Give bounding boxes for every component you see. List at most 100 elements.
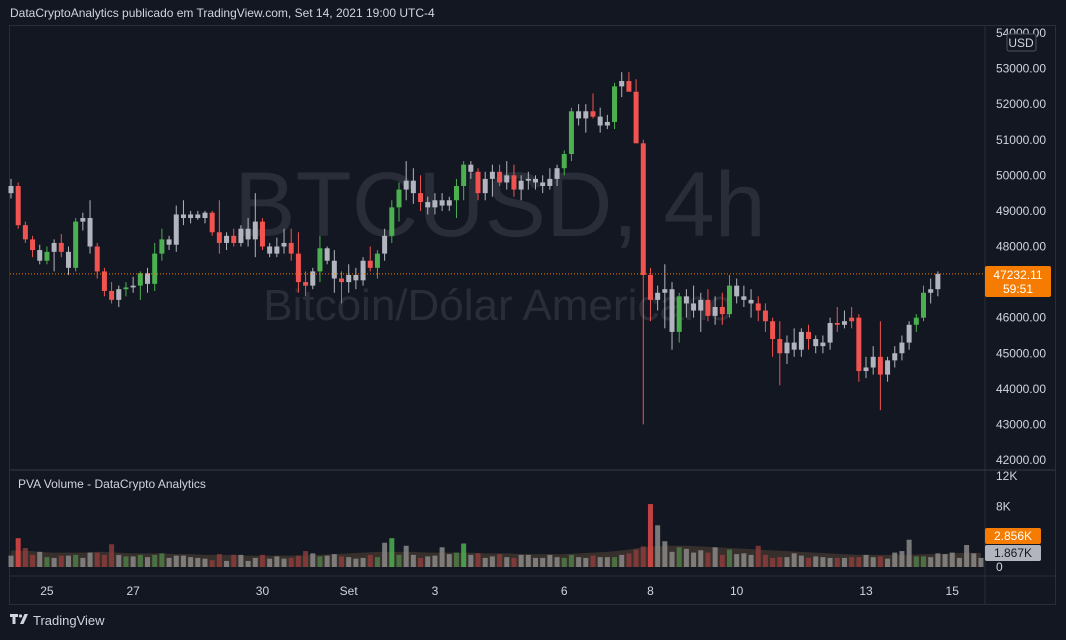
volume-bar — [899, 551, 905, 567]
candle-body — [655, 292, 661, 300]
candle-body — [30, 239, 36, 251]
volume-bar — [331, 554, 337, 567]
candle-body — [834, 323, 840, 325]
candle — [604, 114, 610, 130]
candle-body — [647, 274, 653, 300]
volume-bar — [949, 552, 955, 567]
candle-body — [396, 189, 402, 208]
volume-bar — [956, 557, 962, 567]
volume-bar — [655, 525, 661, 567]
candle-body — [748, 299, 754, 304]
volume-bar — [870, 557, 876, 567]
candle-body — [920, 292, 926, 318]
candle — [15, 182, 21, 229]
volume-bar — [806, 557, 812, 567]
candle-body — [310, 271, 316, 286]
tradingview-logo-icon — [10, 613, 28, 628]
candle-body — [676, 296, 682, 332]
candle-body — [15, 186, 21, 226]
candle — [202, 210, 208, 224]
volume-bar — [820, 557, 826, 567]
chart-frame[interactable] — [9, 25, 1056, 605]
candle — [504, 161, 510, 190]
candle-body — [533, 178, 539, 183]
candle-body — [403, 180, 409, 190]
volume-bar — [238, 554, 244, 567]
candle-body — [432, 200, 438, 208]
volume-bar — [475, 553, 481, 567]
candle-body — [870, 356, 876, 368]
volume-bar — [310, 553, 316, 567]
candle — [626, 72, 632, 92]
candle-body — [94, 246, 100, 272]
candle — [576, 104, 582, 126]
volume-bar — [576, 557, 582, 567]
candle — [748, 289, 754, 318]
candle-body — [540, 182, 546, 187]
candle-body — [504, 175, 510, 183]
volume-bar — [813, 556, 819, 567]
volume-bar — [712, 547, 718, 567]
volume-bar — [719, 554, 725, 567]
candle — [885, 356, 891, 382]
candle-body — [374, 253, 380, 268]
candle-body — [87, 218, 93, 247]
volume-bar — [37, 551, 43, 567]
candle — [540, 175, 546, 194]
volume-bar — [597, 557, 603, 567]
candle-body — [274, 246, 280, 254]
candle-body — [353, 274, 359, 281]
candle — [123, 282, 129, 297]
price-tick-label: 44000.00 — [996, 382, 1046, 396]
candle — [533, 175, 539, 190]
volume-bar — [367, 554, 373, 567]
volume-bar — [626, 553, 632, 567]
indicator-title[interactable]: PVA Volume - DataCrypto Analytics — [18, 477, 206, 491]
candle — [152, 242, 158, 291]
price-tag-value: 47232.11 — [993, 268, 1042, 282]
volume-bar — [863, 554, 869, 567]
price-tick-label: 50000.00 — [996, 168, 1046, 182]
candle — [640, 139, 646, 425]
candle-body — [324, 248, 330, 261]
candle — [22, 221, 28, 243]
volume-tick-label: 12K — [996, 469, 1017, 483]
volume-axis-ticks: 12K 8K 0 — [996, 469, 1017, 574]
candle — [770, 317, 776, 357]
candle — [856, 314, 862, 382]
volume-bar — [547, 554, 553, 567]
candle-body — [913, 317, 919, 325]
volume-bar — [109, 544, 115, 567]
volume-bar — [259, 554, 265, 567]
candle-body — [511, 175, 517, 190]
candle-body — [425, 202, 431, 208]
candle — [324, 246, 330, 265]
candle — [662, 264, 668, 329]
price-tick-label: 46000.00 — [996, 311, 1046, 325]
candle — [619, 72, 625, 98]
candle-body — [784, 342, 790, 354]
volume-bar — [928, 557, 934, 567]
candle — [655, 285, 661, 311]
candle-body — [58, 242, 64, 252]
candle-body — [806, 331, 812, 340]
candle-body — [202, 212, 208, 219]
volume-bar — [152, 554, 158, 567]
candle — [518, 175, 524, 201]
candle-body — [597, 116, 603, 126]
currency-label-box[interactable] — [1006, 33, 1037, 52]
volume-bar — [633, 549, 639, 567]
candle — [691, 285, 697, 318]
candle-body — [180, 214, 186, 219]
volume-bar — [389, 538, 395, 567]
candle — [906, 321, 912, 350]
volume-bar — [30, 554, 36, 567]
candle — [252, 193, 258, 258]
candle-body — [669, 289, 675, 332]
volume-bar — [418, 557, 424, 567]
candle — [892, 346, 898, 368]
candle — [784, 335, 790, 364]
candle — [920, 285, 926, 322]
candle-body — [468, 164, 474, 172]
